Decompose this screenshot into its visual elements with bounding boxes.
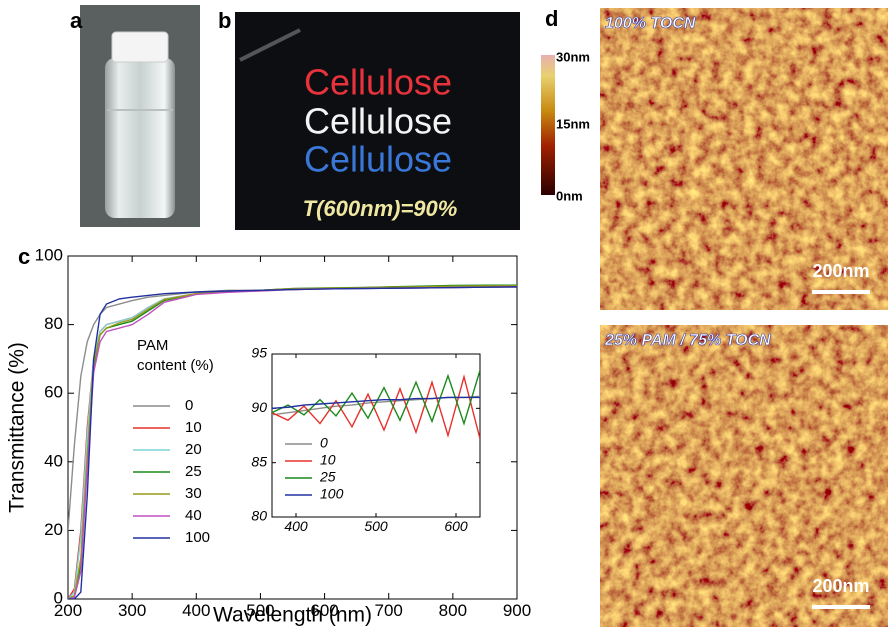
legend-label: 30 [185, 485, 202, 502]
y-tick-label: 20 [44, 520, 63, 539]
panel-label: a [70, 8, 83, 33]
series-line [272, 370, 480, 426]
legend-label: 25 [185, 463, 202, 480]
x-tick-label: 500 [246, 601, 274, 620]
x-tick-label: 400 [284, 518, 308, 534]
legend-label: 10 [185, 419, 202, 436]
afm-image [600, 8, 888, 310]
colorbar-label: 0nm [556, 188, 583, 203]
x-tick-label: 400 [182, 601, 210, 620]
x-tick-label: 200 [54, 601, 82, 620]
series-line [68, 285, 517, 599]
colorbar-label: 30nm [556, 49, 590, 64]
colorbar [541, 55, 555, 195]
legend-label: 100 [185, 529, 210, 546]
bottle [105, 58, 175, 218]
panel-label: b [218, 8, 231, 33]
bottle-cap [111, 31, 169, 63]
afm-label: 25% PAM / 75% TOCN [604, 332, 771, 349]
legend-label: 25 [319, 469, 336, 485]
y-tick-label: 85 [251, 453, 267, 469]
photo-text: Cellulose [304, 101, 452, 142]
panel-label: d [545, 6, 558, 31]
x-axis-label: Wavelength (nm) [213, 604, 372, 627]
colorbar-label: 15nm [556, 116, 590, 131]
y-tick-label: 95 [251, 345, 267, 361]
scale-bar-label: 200nm [812, 261, 869, 281]
afm-label: 100% TOCN [605, 15, 696, 32]
y-tick-label: 90 [251, 399, 267, 415]
scale-bar-label: 200nm [812, 576, 869, 596]
series-line [272, 396, 480, 410]
legend-label: 0 [185, 397, 193, 414]
y-tick-label: 0 [54, 588, 63, 607]
legend-title: content (%) [137, 357, 214, 374]
x-tick-label: 800 [439, 601, 467, 620]
legend-title: PAM [137, 337, 168, 354]
series-line [272, 374, 480, 439]
x-tick-label: 700 [375, 601, 403, 620]
photo-caption: T(600nm)=90% [303, 196, 458, 221]
photo-b [235, 12, 520, 230]
afm-image [600, 325, 888, 627]
series-line [68, 286, 517, 599]
x-tick-label: 600 [310, 601, 338, 620]
x-tick-label: 900 [503, 601, 531, 620]
y-axis-label: Transmittance (%) [6, 342, 29, 513]
legend-label: 10 [320, 452, 336, 468]
y-tick-label: 40 [44, 451, 63, 470]
legend-label: 40 [185, 507, 202, 524]
tweezers [239, 28, 301, 62]
y-tick-label: 80 [251, 508, 267, 524]
photo-text: Cellulose [304, 139, 452, 180]
panel-label: c [18, 244, 30, 269]
x-tick-label: 600 [444, 518, 468, 534]
x-tick-label: 300 [118, 601, 146, 620]
y-tick-label: 60 [44, 383, 63, 402]
y-tick-label: 80 [44, 314, 63, 333]
x-tick-label: 500 [364, 518, 388, 534]
y-tick-label: 100 [35, 245, 63, 264]
legend-label: 0 [320, 435, 328, 451]
photo-text: Cellulose [304, 62, 452, 103]
legend-label: 100 [320, 486, 344, 502]
legend-label: 20 [185, 441, 202, 458]
